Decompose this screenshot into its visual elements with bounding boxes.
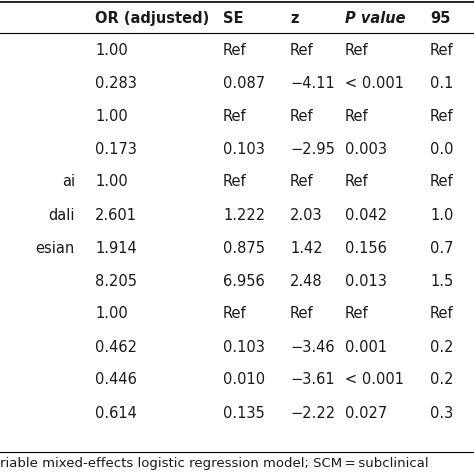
Text: 0.614: 0.614 xyxy=(95,405,137,420)
Text: 1.00: 1.00 xyxy=(95,43,128,57)
Text: 0.462: 0.462 xyxy=(95,339,137,355)
Text: 0.003: 0.003 xyxy=(345,142,387,156)
Text: 0.173: 0.173 xyxy=(95,142,137,156)
Text: 2.601: 2.601 xyxy=(95,208,137,222)
Text: Ref: Ref xyxy=(345,174,369,190)
Text: 0.010: 0.010 xyxy=(223,373,265,388)
Text: 0.446: 0.446 xyxy=(95,373,137,388)
Text: 0.875: 0.875 xyxy=(223,240,265,255)
Text: Ref: Ref xyxy=(223,109,246,124)
Text: 0.042: 0.042 xyxy=(345,208,387,222)
Text: 1.222: 1.222 xyxy=(223,208,265,222)
Text: −4.11: −4.11 xyxy=(290,75,335,91)
Text: Ref: Ref xyxy=(223,43,246,57)
Text: 0.027: 0.027 xyxy=(345,405,387,420)
Text: Ref: Ref xyxy=(290,174,314,190)
Text: Ref: Ref xyxy=(345,307,369,321)
Text: 1.42: 1.42 xyxy=(290,240,323,255)
Text: 0.2: 0.2 xyxy=(430,373,454,388)
Text: 0.7: 0.7 xyxy=(430,240,454,255)
Text: Ref: Ref xyxy=(345,43,369,57)
Text: 0.103: 0.103 xyxy=(223,142,265,156)
Text: dali: dali xyxy=(48,208,75,222)
Text: 0.0: 0.0 xyxy=(430,142,454,156)
Text: Ref: Ref xyxy=(430,307,454,321)
Text: 0.135: 0.135 xyxy=(223,405,265,420)
Text: OR (adjusted): OR (adjusted) xyxy=(95,10,209,26)
Text: 2.03: 2.03 xyxy=(290,208,323,222)
Text: 0.3: 0.3 xyxy=(430,405,453,420)
Text: Ref: Ref xyxy=(223,307,246,321)
Text: 1.914: 1.914 xyxy=(95,240,137,255)
Text: 95: 95 xyxy=(430,10,450,26)
Text: 0.103: 0.103 xyxy=(223,339,265,355)
Text: ai: ai xyxy=(62,174,75,190)
Text: −3.61: −3.61 xyxy=(290,373,335,388)
Text: P value: P value xyxy=(345,10,405,26)
Text: SE: SE xyxy=(223,10,244,26)
Text: 1.00: 1.00 xyxy=(95,109,128,124)
Text: < 0.001: < 0.001 xyxy=(345,75,404,91)
Text: 1.5: 1.5 xyxy=(430,273,453,289)
Text: 6.956: 6.956 xyxy=(223,273,265,289)
Text: 0.2: 0.2 xyxy=(430,339,454,355)
Text: −2.22: −2.22 xyxy=(290,405,335,420)
Text: z: z xyxy=(290,10,299,26)
Text: Ref: Ref xyxy=(290,43,314,57)
Text: Ref: Ref xyxy=(430,174,454,190)
Text: 0.156: 0.156 xyxy=(345,240,387,255)
Text: Ref: Ref xyxy=(430,43,454,57)
Text: 1.0: 1.0 xyxy=(430,208,453,222)
Text: Ref: Ref xyxy=(430,109,454,124)
Text: < 0.001: < 0.001 xyxy=(345,373,404,388)
Text: −2.95: −2.95 xyxy=(290,142,335,156)
Text: Ref: Ref xyxy=(345,109,369,124)
Text: esian: esian xyxy=(36,240,75,255)
Text: 0.001: 0.001 xyxy=(345,339,387,355)
Text: Ref: Ref xyxy=(223,174,246,190)
Text: 0.283: 0.283 xyxy=(95,75,137,91)
Text: riable mixed-effects logistic regression model; SCM = subclinical: riable mixed-effects logistic regression… xyxy=(0,457,428,471)
Text: 8.205: 8.205 xyxy=(95,273,137,289)
Text: −3.46: −3.46 xyxy=(290,339,335,355)
Text: Ref: Ref xyxy=(290,109,314,124)
Text: 1.00: 1.00 xyxy=(95,307,128,321)
Text: 2.48: 2.48 xyxy=(290,273,323,289)
Text: 0.013: 0.013 xyxy=(345,273,387,289)
Text: 0.087: 0.087 xyxy=(223,75,265,91)
Text: 1.00: 1.00 xyxy=(95,174,128,190)
Text: Ref: Ref xyxy=(290,307,314,321)
Text: 0.1: 0.1 xyxy=(430,75,453,91)
